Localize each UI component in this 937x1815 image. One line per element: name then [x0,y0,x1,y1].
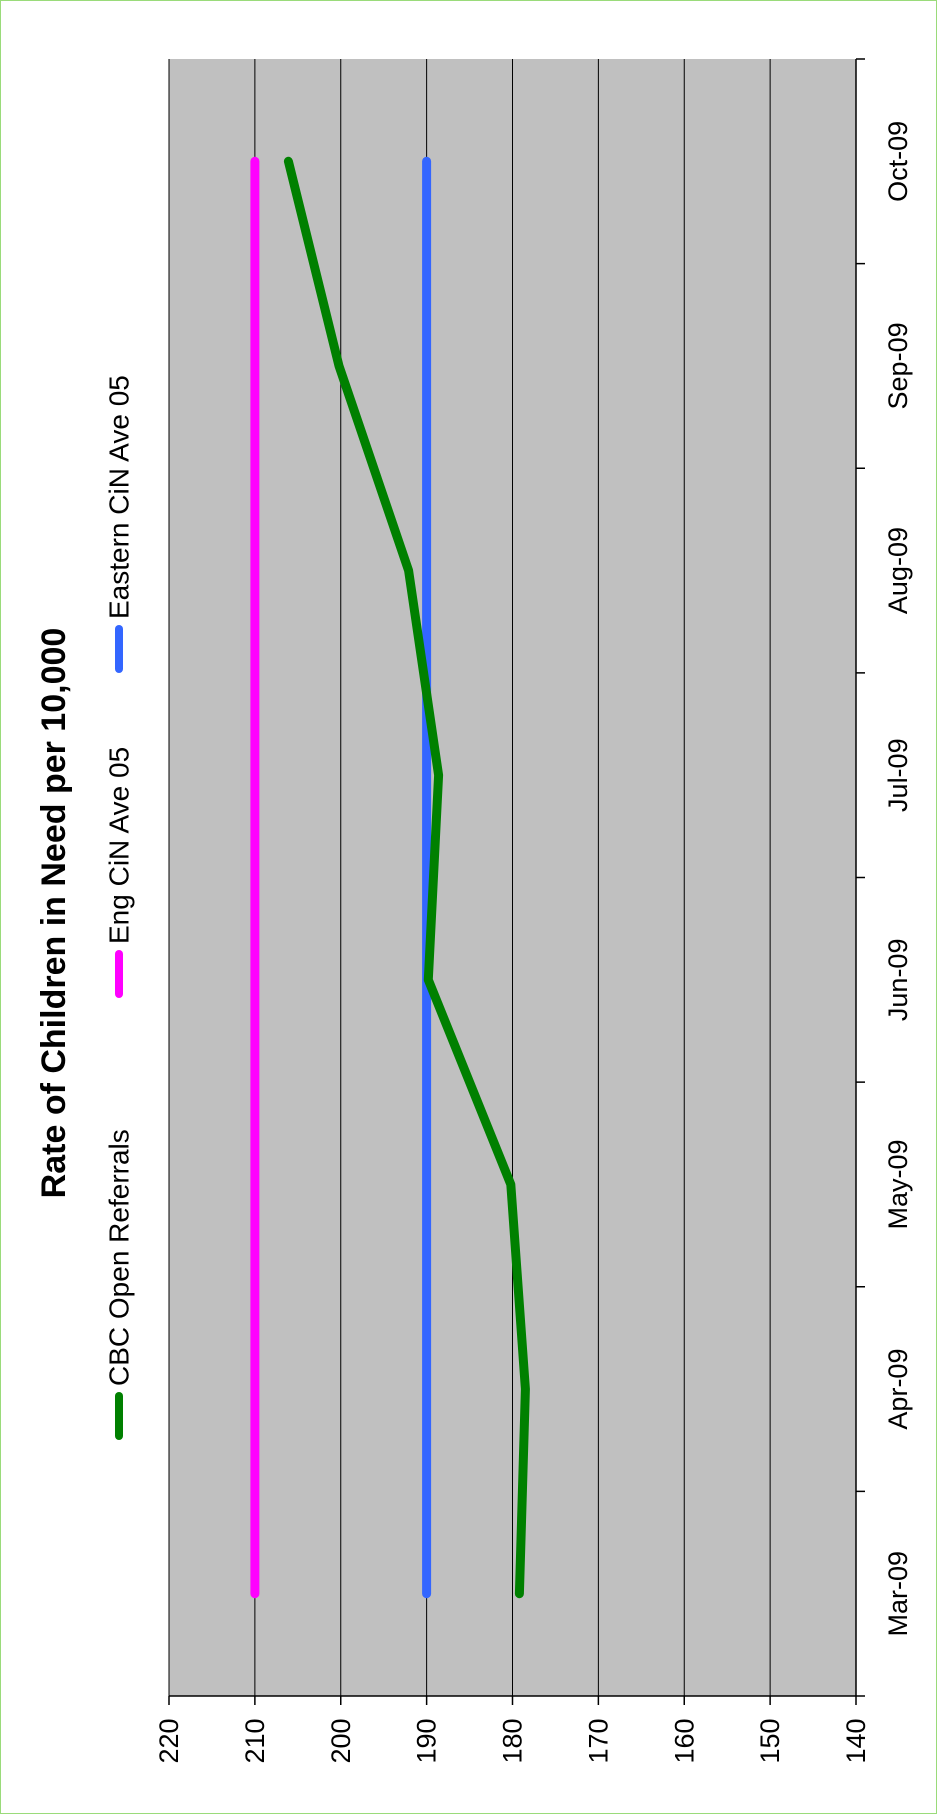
chart-title: Rate of Children in Need per 10,000 [35,628,73,1199]
legend-entry-label: Eastern CiN Ave 05 [104,375,135,619]
value-tick-label: 140 [841,1718,871,1763]
category-tick-label: Jul-09 [883,738,913,812]
value-ticks: 140 150 160 170 180 190 200 210 220 [154,1696,871,1764]
legend-entry-label: Eng CiN Ave 05 [104,747,135,944]
value-tick-label: 170 [583,1718,613,1763]
value-tick-label: 150 [755,1718,785,1763]
category-tick-label: Mar-09 [883,1551,913,1637]
category-tick-label: Oct-09 [883,121,913,202]
plot-area: 140 150 160 170 180 190 200 210 220 Mar-09 Apr-09… [154,58,913,1764]
value-tick-label: 220 [154,1718,184,1763]
legend-entry-label: CBC Open Referrals [104,1129,135,1386]
series-line [283,156,530,1599]
value-tick-label: 210 [240,1718,270,1763]
category-tick-label: Jun-09 [883,939,913,1022]
category-ticks: Mar-09 Apr-09 May-09 Jun-09 Jul-09 Aug-09 Sep-… [856,58,913,1697]
category-tick-label: May-09 [883,1139,913,1229]
series-lines [250,156,530,1599]
legend: CBC Open Referrals Eng CiN Ave 05 Eastern … [104,375,135,1440]
value-tick-label: 200 [326,1718,356,1763]
category-tick-label: Sep-09 [883,322,913,409]
category-tick-label: Apr-09 [883,1349,913,1430]
value-tick-label: 180 [498,1718,528,1763]
value-tick-label: 190 [412,1718,442,1763]
value-tick-label: 160 [669,1718,699,1763]
category-tick-label: Aug-09 [883,527,913,614]
